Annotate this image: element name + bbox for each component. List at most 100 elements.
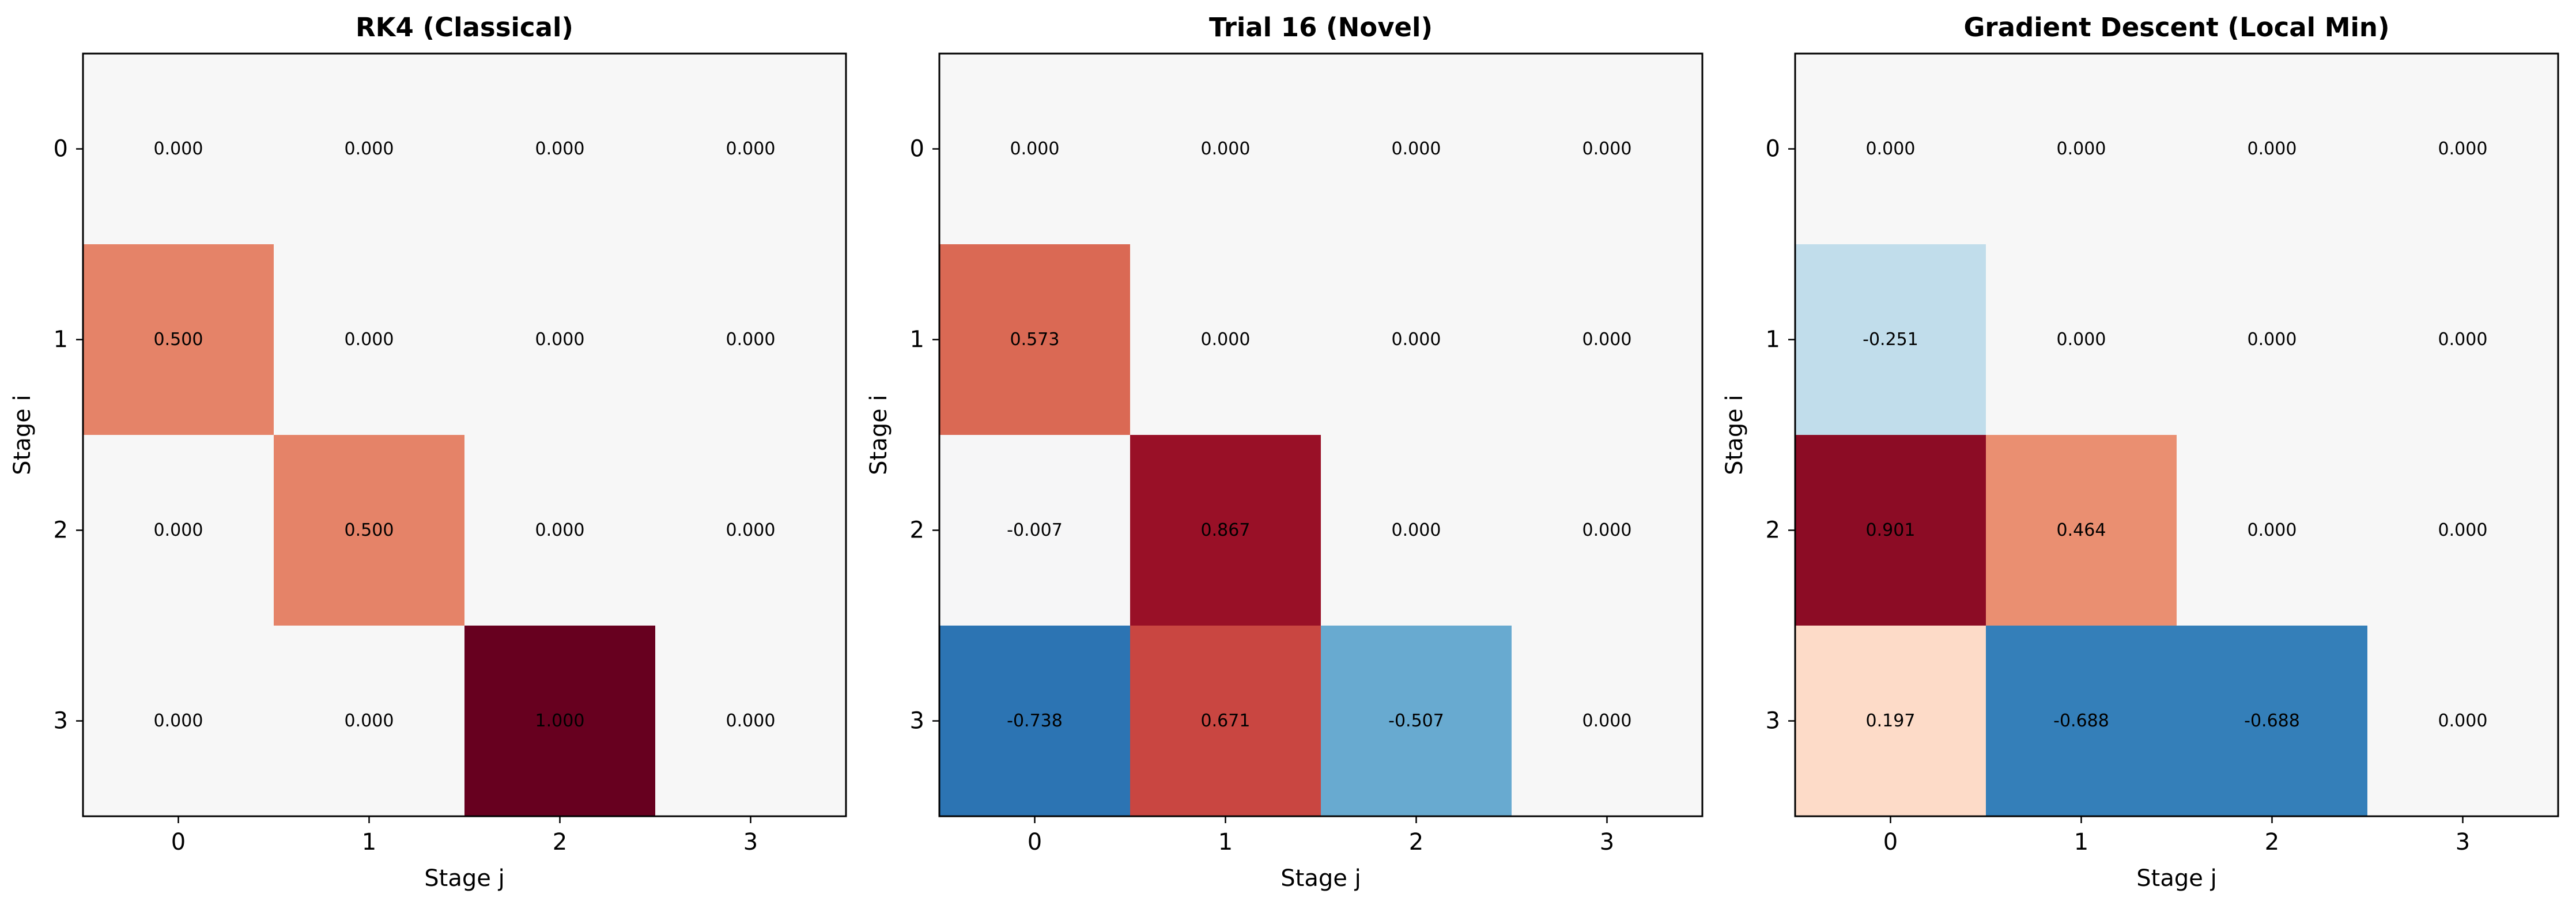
cell-value-label-0-2: 0.000 [2248,139,2297,159]
heatmap-cell-2-3 [1512,435,1703,626]
y-axis-label: Stage i [866,395,892,475]
x-axis-label: Stage j [424,865,504,892]
x-tick-label-0: 0 [1028,829,1042,855]
x-tick-label-0: 0 [171,829,186,855]
y-tick-label-3: 3 [1766,708,1780,734]
heatmap-cell-0-0 [939,54,1131,245]
x-tick-label-2: 2 [553,829,567,855]
plot-frame [938,52,1704,817]
cell-value-label-2-0: 0.000 [154,520,203,540]
heatmap-cell-2-0 [83,435,274,626]
heatmap-cell-0-1 [1130,54,1321,245]
heatmap-panel-2: 0.000 0.000 0.000 0.000 -0.251 0.000 0.000 0.00… [1721,12,2559,892]
panel-title: Trial 16 (Novel) [1209,12,1433,43]
cell-value-label-3-2: 1.000 [535,711,585,731]
y-tick-label-1: 1 [910,327,924,353]
cell-value-label-3-3: 0.000 [726,711,776,731]
heatmap-cell-2-2 [2177,435,2368,626]
y-tick-label-0: 0 [910,136,924,162]
heatmap-cell-0-3 [2367,54,2559,245]
cell-value-label-1-3: 0.000 [726,329,776,350]
cell-value-label-1-1: 0.000 [345,329,394,350]
heatmap-cell-3-2 [464,626,656,817]
heatmap-cell-2-3 [2367,435,2559,626]
heatmap-cell-3-0 [83,626,274,817]
plot-frame [82,52,847,817]
cell-value-label-1-0: -0.251 [1863,329,1918,350]
heatmap-cell-3-3 [655,626,847,817]
heatmap-cell-1-2 [464,244,656,435]
cell-value-label-1-2: 0.000 [2248,329,2297,350]
heatmap-cell-3-2 [2177,626,2368,817]
heatmap-cell-3-0 [939,626,1131,817]
heatmap-cell-2-2 [1321,435,1512,626]
cell-value-label-1-0: 0.500 [154,329,203,350]
y-tick-label-2: 2 [910,517,924,544]
cell-value-label-0-3: 0.000 [726,139,776,159]
heatmap-cell-0-3 [1512,54,1703,245]
heatmap-cell-1-2 [2177,244,2368,435]
cell-value-label-3-2: -0.688 [2244,711,2300,731]
y-tick-label-2: 2 [1766,517,1780,544]
cell-value-label-3-3: 0.000 [1582,711,1632,731]
cell-value-label-3-1: 0.000 [345,711,394,731]
heatmap-cell-2-3 [655,435,847,626]
heatmap-cell-2-1 [1130,435,1321,626]
heatmap-cell-0-2 [464,54,656,245]
cell-value-label-2-2: 0.000 [1392,520,1441,540]
x-tick-label-3: 3 [743,829,758,855]
heatmap-cell-1-2 [1321,244,1512,435]
heatmap-cell-0-0 [83,54,274,245]
cell-value-label-2-3: 0.000 [726,520,776,540]
x-axis-label: Stage j [1281,865,1361,892]
heatmap-cell-3-1 [1986,626,2177,817]
cell-value-label-2-2: 0.000 [535,520,585,540]
cell-value-label-2-3: 0.000 [2438,520,2488,540]
cell-value-label-1-1: 0.000 [1201,329,1251,350]
x-tick-label-2: 2 [1409,829,1423,855]
cell-value-label-3-0: -0.738 [1007,711,1063,731]
cell-value-label-0-3: 0.000 [1582,139,1632,159]
cell-value-label-1-3: 0.000 [1582,329,1632,350]
heatmap-cell-0-1 [1986,54,2177,245]
heatmap-cell-1-0 [1795,244,1986,435]
heatmap-cell-3-2 [1321,626,1512,817]
heatmap-panel-1: 0.000 0.000 0.000 0.000 0.573 0.000 0.000 0.000… [866,12,1704,892]
cell-value-label-0-2: 0.000 [535,139,585,159]
heatmap-cell-0-3 [655,54,847,245]
cell-value-label-3-1: 0.671 [1201,711,1251,731]
x-tick-label-1: 1 [362,829,376,855]
heatmap-cell-1-1 [1130,244,1321,435]
y-axis-label: Stage i [1721,395,1748,475]
x-tick-label-3: 3 [1600,829,1614,855]
panel-title: Gradient Descent (Local Min) [1963,12,2389,43]
cell-value-label-1-3: 0.000 [2438,329,2488,350]
cell-value-label-0-3: 0.000 [2438,139,2488,159]
heatmap-cell-1-3 [2367,244,2559,435]
x-tick-label-2: 2 [2265,829,2279,855]
heatmap-cell-0-2 [2177,54,2368,245]
y-tick-label-0: 0 [1766,136,1780,162]
cell-value-label-0-0: 0.000 [1010,139,1060,159]
heatmap-cell-3-0 [1795,626,1986,817]
cell-value-label-1-1: 0.000 [2057,329,2106,350]
cell-value-label-0-2: 0.000 [1392,139,1441,159]
cell-value-label-3-0: 0.000 [154,711,203,731]
heatmap-cell-2-0 [939,435,1131,626]
heatmap-cell-1-1 [1986,244,2177,435]
cell-value-label-2-2: 0.000 [2248,520,2297,540]
cell-value-label-2-1: 0.867 [1201,520,1251,540]
plot-frame [1794,52,2559,817]
y-tick-label-0: 0 [54,136,68,162]
y-tick-label-1: 1 [54,327,68,353]
y-tick-label-3: 3 [54,708,68,734]
heatmap-cell-1-3 [1512,244,1703,435]
cell-value-label-1-2: 0.000 [535,329,585,350]
x-tick-label-1: 1 [1218,829,1233,855]
cell-value-label-1-0: 0.573 [1010,329,1060,350]
heatmap-cell-1-3 [655,244,847,435]
heatmap-cell-3-1 [274,626,465,817]
cell-value-label-1-2: 0.000 [1392,329,1441,350]
cell-value-label-3-3: 0.000 [2438,711,2488,731]
